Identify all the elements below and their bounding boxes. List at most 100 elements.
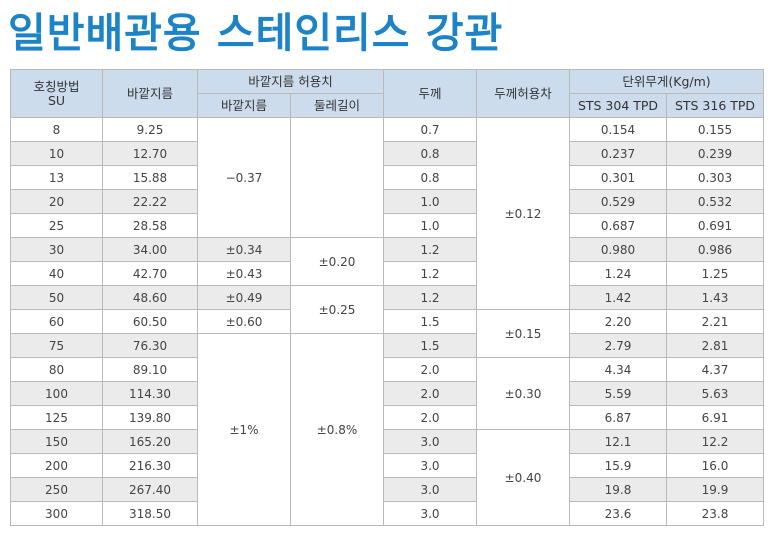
weight-sts304-cell: 0.301 bbox=[569, 165, 668, 190]
weight-sts316-cell: 2.21 bbox=[666, 309, 765, 334]
outer-diameter-cell: 76.30 bbox=[102, 333, 198, 358]
nominal-size-cell: 30 bbox=[10, 237, 103, 262]
weight-sts316-cell: 1.43 bbox=[666, 285, 765, 310]
thickness-cell: 3.0 bbox=[383, 429, 478, 454]
header-outer-diameter: 바깥지름 bbox=[102, 69, 198, 118]
nominal-size-cell: 100 bbox=[10, 381, 103, 406]
nominal-size-cell: 50 bbox=[10, 285, 103, 310]
od-tol-diameter-cell: ±0.34 bbox=[197, 237, 291, 262]
weight-sts304-cell: 4.34 bbox=[569, 357, 668, 382]
od-tol-circumference-cell: ±0.8% bbox=[289, 333, 385, 526]
nominal-size-cell: 25 bbox=[10, 213, 103, 238]
od-tol-circumference-cell: ±0.25 bbox=[289, 285, 385, 334]
table-row: 40 42.70 ±0.43 1.2 1.24 1.25 bbox=[10, 261, 765, 286]
outer-diameter-cell: 22.22 bbox=[102, 189, 198, 214]
thickness-cell: 3.0 bbox=[383, 501, 478, 526]
weight-sts316-cell: 4.37 bbox=[666, 357, 765, 382]
thickness-cell: 0.8 bbox=[383, 165, 478, 190]
nominal-size-cell: 13 bbox=[10, 165, 103, 190]
nominal-size-cell: 125 bbox=[10, 405, 103, 430]
table-row: 50 48.60 ±0.49 ±0.25 1.2 1.42 1.43 bbox=[10, 285, 765, 334]
table-row: 300 318.50 3.0 23.6 23.8 bbox=[10, 501, 765, 526]
weight-sts316-cell: 0.986 bbox=[666, 237, 765, 262]
weight-sts316-cell: 1.25 bbox=[666, 261, 765, 286]
thickness-cell: 1.2 bbox=[383, 285, 478, 310]
od-tol-diameter-cell: ±0.43 bbox=[197, 261, 291, 286]
outer-diameter-cell: 12.70 bbox=[102, 141, 198, 166]
weight-sts304-cell: 5.59 bbox=[569, 381, 668, 406]
weight-sts316-cell: 19.9 bbox=[666, 477, 765, 502]
table-row: 200 216.30 3.0 15.9 16.0 bbox=[10, 453, 765, 478]
thickness-tol-cell: ±0.15 bbox=[476, 309, 571, 358]
nominal-size-cell: 8 bbox=[10, 117, 103, 142]
nominal-size-cell: 250 bbox=[10, 477, 103, 502]
table-row: 8 9.25 −0.37 0.7 ±0.12 0.154 0.155 bbox=[10, 117, 765, 310]
outer-diameter-cell: 34.00 bbox=[102, 237, 198, 262]
table-row: 25 28.58 1.0 0.687 0.691 bbox=[10, 213, 765, 238]
od-tol-circumference-cell: ±0.20 bbox=[289, 237, 385, 286]
nominal-size-cell: 80 bbox=[10, 357, 103, 382]
weight-sts316-cell: 6.91 bbox=[666, 405, 765, 430]
thickness-cell: 2.0 bbox=[383, 405, 478, 430]
spec-table: 호칭방법 SU 바깥지름 바깥지름 허용치 두께 두께허용차 단위무게(Kg/m… bbox=[10, 69, 765, 526]
outer-diameter-cell: 267.40 bbox=[102, 477, 198, 502]
table-row: 250 267.40 3.0 19.8 19.9 bbox=[10, 477, 765, 502]
weight-sts316-cell: 0.691 bbox=[666, 213, 765, 238]
header-od-tolerance: 바깥지름 허용치 bbox=[196, 69, 385, 94]
thickness-cell: 1.5 bbox=[383, 333, 478, 358]
weight-sts304-cell: 0.687 bbox=[569, 213, 668, 238]
weight-sts316-cell: 23.8 bbox=[666, 501, 765, 526]
outer-diameter-cell: 48.60 bbox=[102, 285, 198, 310]
weight-sts316-cell: 12.2 bbox=[666, 429, 765, 454]
thickness-cell: 2.0 bbox=[383, 381, 478, 406]
thickness-cell: 0.8 bbox=[383, 141, 478, 166]
outer-diameter-cell: 89.10 bbox=[102, 357, 198, 382]
nominal-size-cell: 10 bbox=[10, 141, 103, 166]
nominal-size-cell: 200 bbox=[10, 453, 103, 478]
thickness-cell: 1.2 bbox=[383, 237, 478, 262]
od-tol-diameter-cell: ±1% bbox=[197, 333, 291, 526]
outer-diameter-cell: 318.50 bbox=[102, 501, 198, 526]
thickness-cell: 3.0 bbox=[383, 477, 478, 502]
weight-sts304-cell: 12.1 bbox=[569, 429, 668, 454]
header-od-tol-circumference: 둘레길이 bbox=[289, 93, 385, 118]
weight-sts316-cell: 16.0 bbox=[666, 453, 765, 478]
nominal-size-cell: 20 bbox=[10, 189, 103, 214]
header-sts316: STS 316 TPD bbox=[666, 93, 765, 118]
outer-diameter-cell: 216.30 bbox=[102, 453, 198, 478]
table-row: 100 114.30 2.0 5.59 5.63 bbox=[10, 381, 765, 406]
table-header: 호칭방법 SU 바깥지름 바깥지름 허용치 두께 두께허용차 단위무게(Kg/m… bbox=[10, 69, 765, 118]
weight-sts316-cell: 0.239 bbox=[666, 141, 765, 166]
outer-diameter-cell: 42.70 bbox=[102, 261, 198, 286]
od-tol-circumference-cell bbox=[289, 117, 385, 238]
thickness-cell: 3.0 bbox=[383, 453, 478, 478]
header-sts304: STS 304 TPD bbox=[569, 93, 668, 118]
weight-sts304-cell: 2.79 bbox=[569, 333, 668, 358]
weight-sts316-cell: 0.532 bbox=[666, 189, 765, 214]
od-tol-diameter-cell: ±0.60 bbox=[197, 309, 291, 334]
nominal-size-cell: 75 bbox=[10, 333, 103, 358]
header-nominal-line1: 호칭방법 bbox=[33, 78, 80, 94]
table-row: 30 34.00 ±0.34 ±0.20 1.2 0.980 0.986 bbox=[10, 237, 765, 286]
thickness-tol-cell: ±0.12 bbox=[476, 117, 571, 310]
od-tol-diameter-cell: ±0.49 bbox=[197, 285, 291, 310]
weight-sts304-cell: 15.9 bbox=[569, 453, 668, 478]
thickness-cell: 0.7 bbox=[383, 117, 478, 142]
table-row: 13 15.88 0.8 0.301 0.303 bbox=[10, 165, 765, 190]
weight-sts304-cell: 19.8 bbox=[569, 477, 668, 502]
weight-sts304-cell: 0.154 bbox=[569, 117, 668, 142]
table-row: 60 60.50 ±0.60 1.5 ±0.15 2.20 2.21 bbox=[10, 309, 765, 358]
weight-sts304-cell: 0.980 bbox=[569, 237, 668, 262]
weight-sts304-cell: 1.24 bbox=[569, 261, 668, 286]
nominal-size-cell: 40 bbox=[10, 261, 103, 286]
outer-diameter-cell: 9.25 bbox=[102, 117, 198, 142]
weight-sts316-cell: 2.81 bbox=[666, 333, 765, 358]
weight-sts304-cell: 6.87 bbox=[569, 405, 668, 430]
outer-diameter-cell: 139.80 bbox=[102, 405, 198, 430]
header-thickness-tolerance: 두께허용차 bbox=[476, 69, 571, 118]
nominal-size-cell: 300 bbox=[10, 501, 103, 526]
od-tol-diameter-cell: −0.37 bbox=[197, 117, 291, 238]
table-row: 150 165.20 3.0 ±0.40 12.1 12.2 bbox=[10, 429, 765, 526]
nominal-size-cell: 150 bbox=[10, 429, 103, 454]
thickness-cell: 1.0 bbox=[383, 189, 478, 214]
